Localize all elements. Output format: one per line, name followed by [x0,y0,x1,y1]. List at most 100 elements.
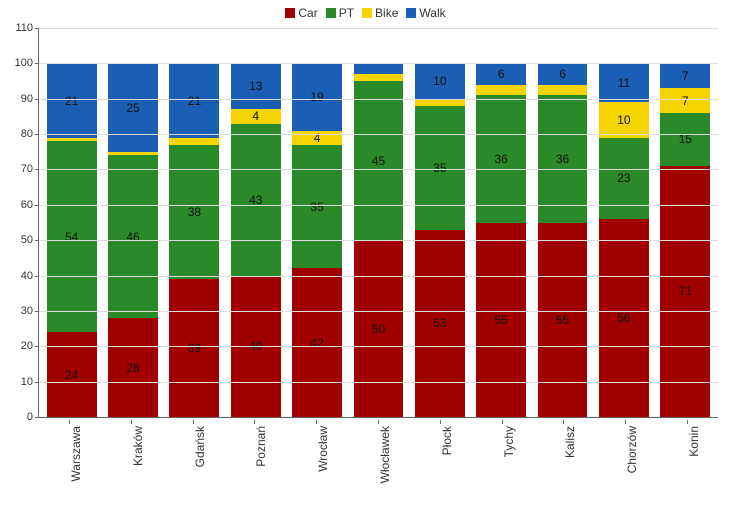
bar-column: 55 36 6 [471,28,532,417]
y-label: 10 [21,376,39,388]
bar-column: 71 15 7 7 [655,28,716,417]
bar-column: 4235419 [286,28,347,417]
segment-value: 25 [126,102,139,114]
legend-swatch-pt [326,8,336,18]
x-label: Poznań [254,426,268,467]
segment-value: 6 [498,68,505,80]
bar-column: 55366 [532,28,593,417]
legend: CarPTBikeWalk [0,0,731,20]
x-label: Chorzów [625,426,639,473]
x-label: Gdańsk [193,426,207,467]
segment-value: 21 [188,95,201,107]
legend-swatch-car [285,8,295,18]
bar-column: 53 35 10 [409,28,470,417]
y-label: 50 [21,234,39,246]
x-tick [625,420,626,424]
segment-car: 50 [354,240,404,417]
segment-value: 10 [433,75,446,87]
segment-bike [476,85,526,96]
segment-value: 13 [249,80,262,92]
x-label: Tychy [502,426,516,457]
gridline [39,99,718,100]
gridline [39,63,718,64]
x-label: Kalisz [563,426,577,458]
x-label-slot: Konin [656,420,718,516]
segment-pt: 23 [599,138,649,219]
segment-car: 71 [660,166,710,417]
legend-swatch-bike [362,8,372,18]
segment-value: 7 [682,70,689,82]
x-label: Wrocław [316,426,330,472]
segment-walk: 6 [538,63,588,84]
segment-value: 36 [495,153,508,165]
gridline [39,169,718,170]
bars-wrap: 2454212846253938214043413423541950455335… [39,28,718,417]
segment-value: 53 [433,317,446,329]
segment-walk [354,63,404,74]
x-label: Kraków [131,426,145,466]
x-tick [440,420,441,424]
segment-bike [169,138,219,145]
x-label-slot: Tychy [471,420,533,516]
segment-pt: 35 [415,106,465,230]
segment-bike [538,85,588,96]
x-label-slot: Chorzów [594,420,656,516]
segment-car: 53 [415,230,465,417]
y-label: 100 [15,57,39,69]
gridline [39,346,718,347]
segment-value: 45 [372,155,385,167]
segment-pt: 36 [538,95,588,222]
x-label: Warszawa [69,426,83,482]
x-tick [131,420,132,424]
legend-item-pt: PT [326,6,354,20]
gridline [39,276,718,277]
segment-car: 28 [108,318,158,417]
segment-walk: 7 [660,63,710,88]
x-label-slot: Płock [409,420,471,516]
gridline [39,382,718,383]
segment-walk: 19 [292,63,342,130]
bar-column: 50 45 [348,28,409,417]
y-label: 70 [21,163,39,175]
bar-column: 4043413 [225,28,286,417]
segment-value: 39 [188,342,201,354]
segment-value: 28 [126,362,139,374]
x-tick [254,420,255,424]
gridline [39,134,718,135]
bar-column: 39 38 21 [164,28,225,417]
legend-label-bike: Bike [375,6,398,20]
segment-walk: 25 [108,63,158,151]
segment-value: 7 [682,95,689,107]
x-tick [502,420,503,424]
x-tick [378,420,379,424]
segment-car: 55 [476,223,526,417]
segment-walk: 6 [476,63,526,84]
legend-item-walk: Walk [406,6,445,20]
segment-bike [415,99,465,106]
x-label: Płock [440,426,454,455]
y-label: 110 [15,22,39,34]
segment-pt: 35 [292,145,342,269]
x-tick [69,420,70,424]
segment-value: 56 [617,312,630,324]
segment-walk: 11 [599,63,649,102]
x-tick [193,420,194,424]
y-label: 90 [21,93,39,105]
segment-walk: 10 [415,63,465,98]
bar-column: 245421 [41,28,102,417]
segment-pt: 46 [108,155,158,318]
segment-value: 15 [679,133,692,145]
segment-car: 56 [599,219,649,417]
segment-value: 71 [679,285,692,297]
segment-value: 35 [433,162,446,174]
legend-label-pt: PT [339,6,354,20]
y-label: 80 [21,128,39,140]
x-label-slot: Włocławek [347,420,409,516]
legend-swatch-walk [406,8,416,18]
x-label-slot: Wrocław [285,420,347,516]
segment-value: 38 [188,206,201,218]
segment-bike: 4 [292,131,342,145]
x-tick [687,420,688,424]
segment-value: 6 [559,68,566,80]
segment-value: 50 [372,323,385,335]
